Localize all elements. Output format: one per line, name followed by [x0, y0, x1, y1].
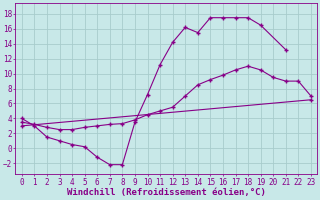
X-axis label: Windchill (Refroidissement éolien,°C): Windchill (Refroidissement éolien,°C) — [67, 188, 266, 197]
